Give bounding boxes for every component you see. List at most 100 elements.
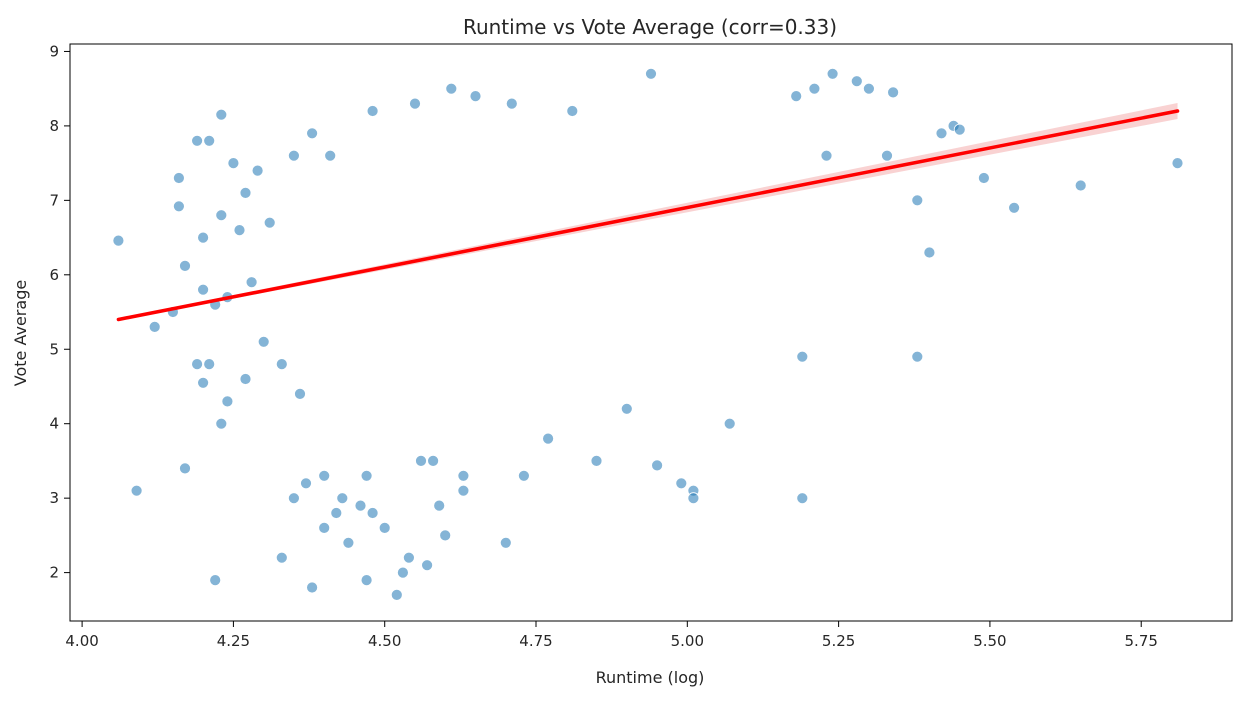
x-tick-label: 5.25	[822, 632, 855, 650]
y-tick-label: 8	[49, 117, 59, 135]
y-tick-label: 3	[49, 489, 59, 507]
data-point	[342, 536, 355, 549]
data-point	[215, 417, 228, 430]
data-point	[197, 376, 210, 389]
chart-title: Runtime vs Vote Average (corr=0.33)	[463, 15, 837, 39]
data-point	[318, 522, 331, 534]
points-layer	[112, 67, 1184, 601]
data-point	[445, 82, 458, 95]
x-axis-ticks: 4.00 4.25 4.50 4.75 5.00 5.25 5.50 5.75	[65, 621, 1158, 650]
y-tick-label: 4	[49, 415, 59, 433]
data-point	[172, 200, 185, 213]
data-point	[863, 82, 875, 95]
data-point	[433, 499, 446, 512]
data-point	[887, 86, 899, 99]
data-point	[251, 164, 264, 177]
data-point	[415, 454, 427, 467]
data-point	[318, 469, 331, 482]
x-tick-label: 5.50	[973, 632, 1006, 650]
data-point	[390, 589, 403, 601]
y-tick-label: 2	[49, 564, 59, 582]
data-point	[221, 395, 234, 408]
data-point	[172, 172, 185, 184]
data-point	[203, 134, 216, 147]
data-point	[881, 149, 893, 162]
data-point	[396, 566, 409, 579]
data-point	[366, 507, 379, 519]
data-point	[808, 82, 821, 95]
data-point	[427, 454, 440, 467]
y-axis-ticks: 2 3 4 5 6 7 8 9	[49, 42, 70, 582]
data-point	[723, 417, 736, 430]
x-tick-label: 5.00	[671, 632, 704, 650]
data-point	[336, 492, 349, 505]
data-point	[191, 358, 204, 371]
y-tick-label: 6	[49, 266, 59, 284]
data-point	[300, 477, 312, 490]
data-point	[306, 581, 319, 594]
data-point	[1008, 201, 1020, 214]
data-point	[911, 194, 924, 207]
data-point	[469, 90, 482, 102]
x-tick-label: 4.25	[217, 632, 250, 650]
data-point	[911, 350, 924, 363]
data-point	[306, 127, 319, 140]
data-point	[263, 216, 276, 229]
data-point	[796, 350, 809, 363]
data-point	[360, 574, 373, 586]
y-tick-label: 7	[49, 191, 59, 209]
data-point	[203, 358, 216, 371]
data-point	[209, 574, 222, 586]
data-point	[796, 492, 809, 505]
data-point	[287, 492, 300, 505]
data-point	[378, 522, 391, 534]
data-point	[457, 484, 470, 497]
data-point	[148, 320, 161, 333]
data-point	[645, 67, 657, 80]
data-point	[179, 462, 191, 475]
data-point	[850, 75, 863, 88]
data-point	[294, 387, 306, 400]
regression-line	[116, 109, 1180, 322]
data-point	[421, 559, 434, 572]
x-tick-label: 4.75	[519, 632, 552, 650]
data-point	[566, 105, 579, 117]
data-point	[239, 373, 252, 385]
data-point	[409, 97, 421, 110]
data-point	[330, 507, 343, 519]
data-point	[191, 134, 204, 147]
data-point	[227, 157, 240, 170]
data-point	[923, 246, 936, 259]
y-axis-label: Vote Average	[11, 280, 30, 386]
y-tick-label: 5	[49, 340, 59, 358]
data-point	[935, 127, 948, 140]
data-point	[457, 469, 470, 482]
data-point	[215, 108, 228, 121]
data-point	[287, 149, 300, 162]
data-point	[402, 551, 415, 564]
data-point	[826, 67, 839, 80]
data-point	[518, 469, 530, 482]
regression-line-layer	[116, 109, 1180, 322]
data-point	[499, 536, 512, 549]
data-point	[687, 492, 700, 505]
data-point	[360, 469, 373, 482]
data-point	[820, 149, 833, 162]
data-point	[790, 90, 803, 102]
data-point	[505, 97, 518, 110]
data-point	[1171, 157, 1184, 170]
x-axis-label: Runtime (log)	[596, 668, 705, 687]
data-point	[439, 529, 452, 542]
data-point	[590, 454, 603, 467]
data-point	[130, 484, 143, 497]
data-point	[620, 402, 633, 415]
data-point	[275, 358, 288, 371]
x-tick-label: 4.00	[65, 632, 98, 650]
data-point	[953, 123, 966, 136]
data-point	[542, 432, 554, 445]
data-point	[354, 499, 367, 512]
x-tick-label: 5.75	[1125, 632, 1158, 650]
data-point	[179, 259, 191, 272]
plot-frame	[69, 43, 1233, 622]
